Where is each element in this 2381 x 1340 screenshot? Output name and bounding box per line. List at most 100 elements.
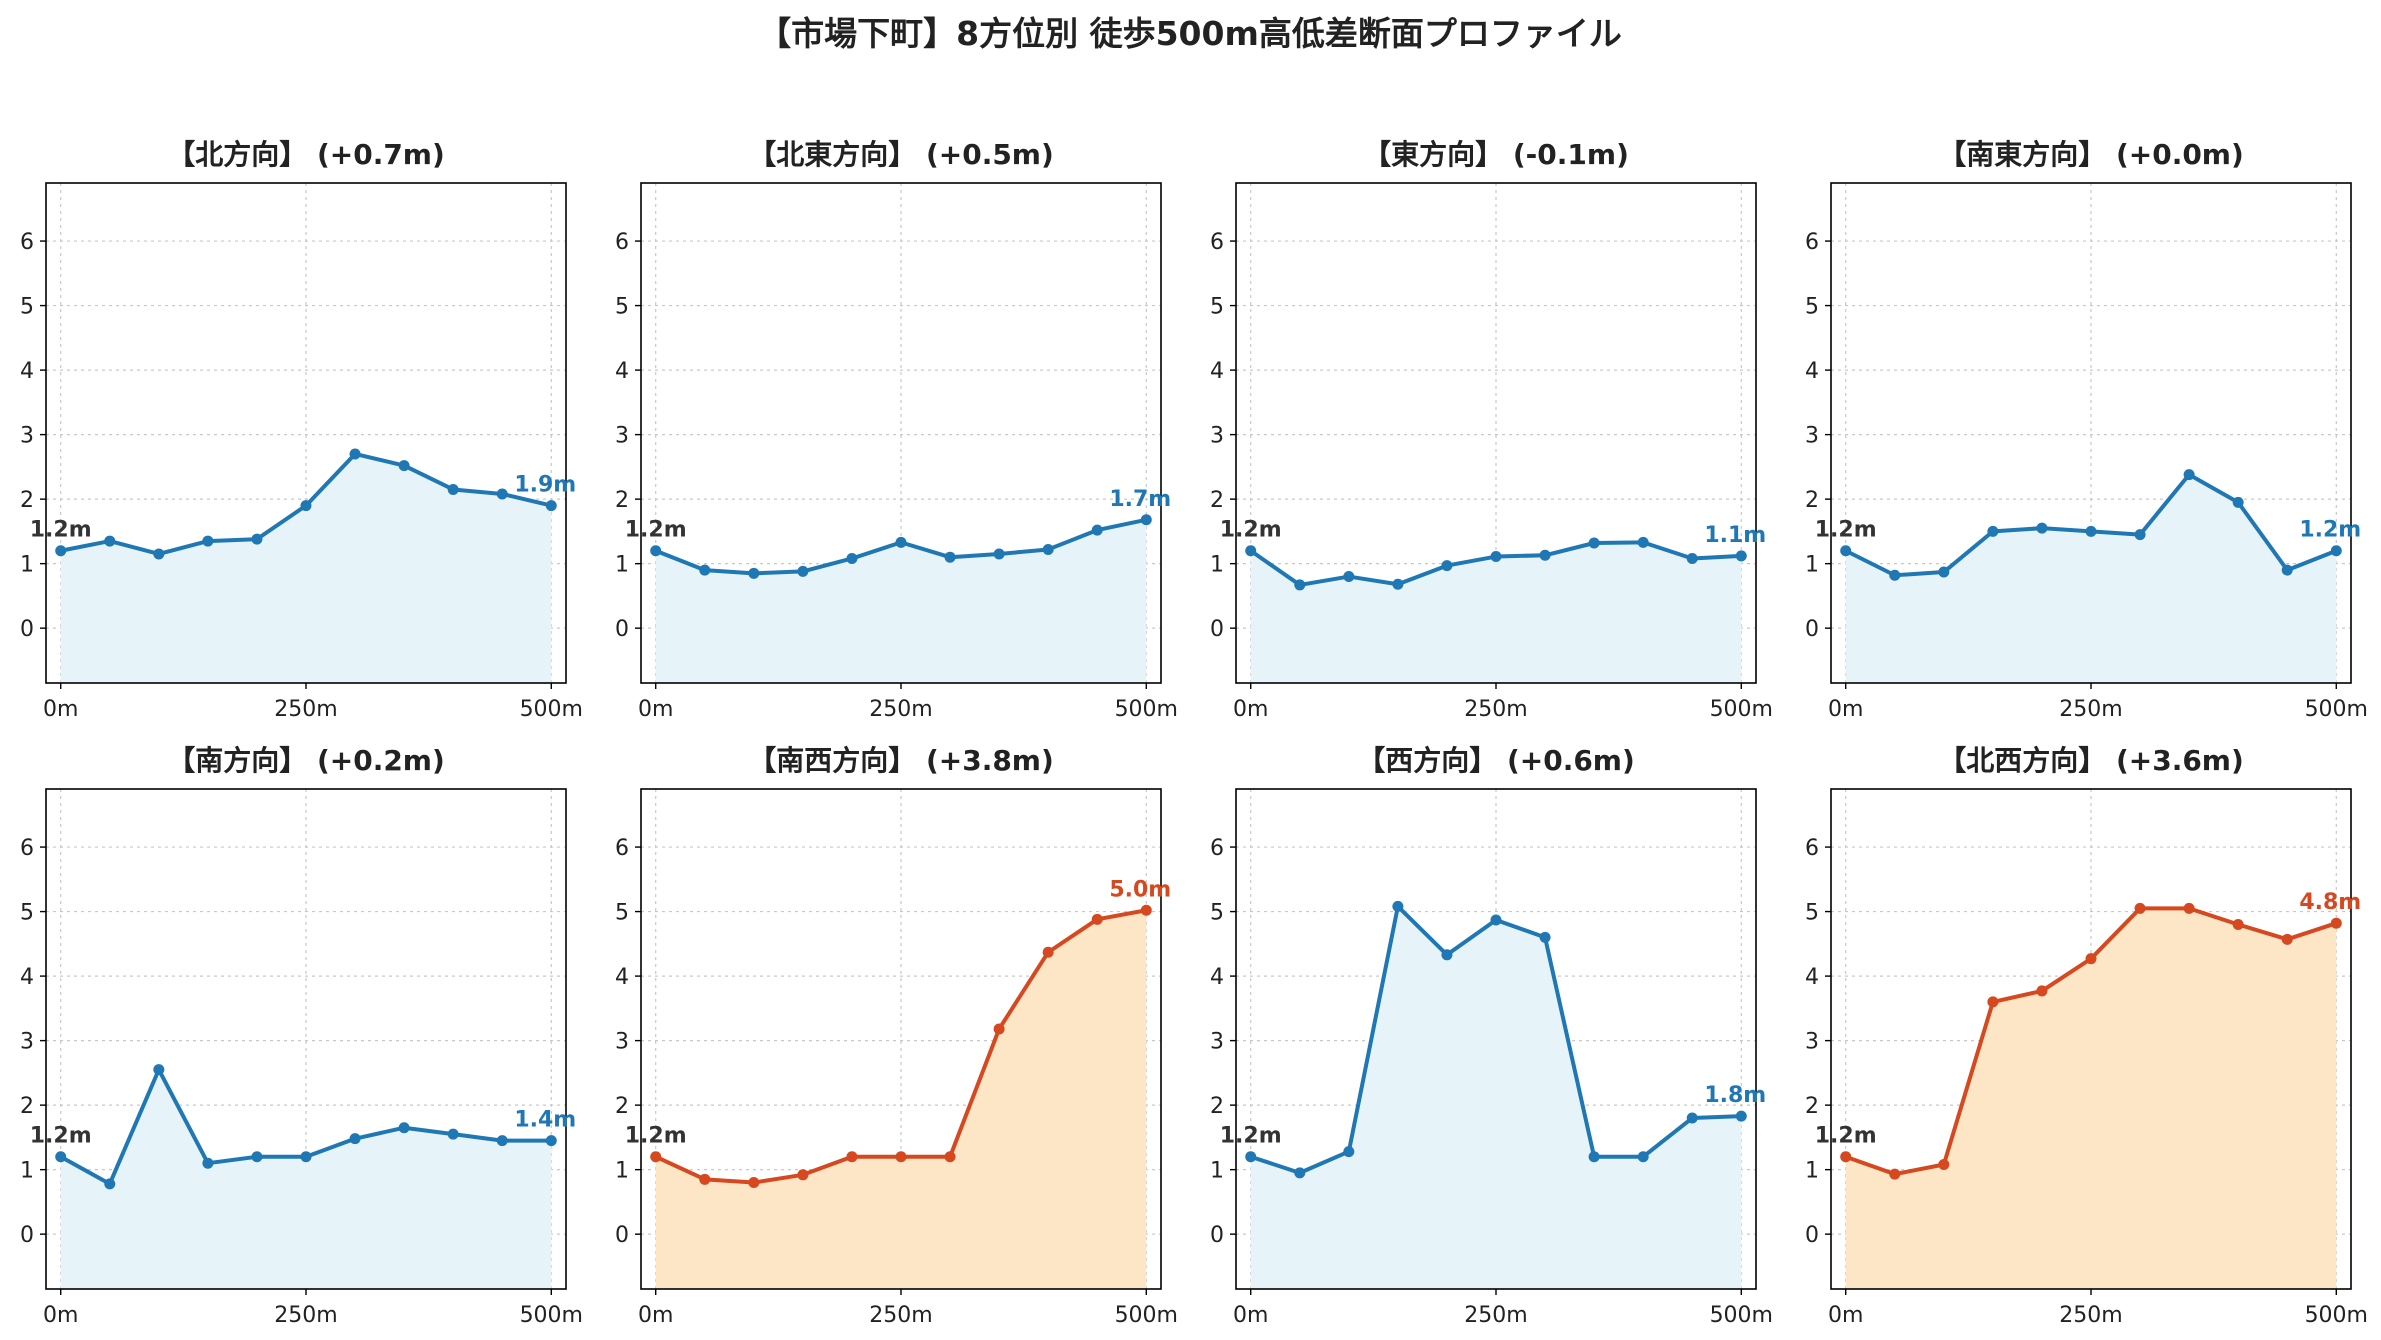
data-point: [1588, 537, 1600, 549]
data-point: [944, 551, 956, 563]
x-tick-label: 250m: [2059, 1303, 2122, 1328]
data-point: [1686, 1112, 1698, 1124]
data-point: [1140, 904, 1152, 916]
data-point: [2330, 545, 2342, 557]
data-point: [2036, 985, 2048, 997]
y-tick-label: 1: [20, 1159, 34, 1184]
data-point: [699, 564, 711, 576]
y-tick-label: 6: [615, 230, 629, 255]
data-point: [748, 567, 760, 579]
x-tick-label: 250m: [2059, 697, 2122, 722]
data-point: [1441, 560, 1453, 572]
data-point: [993, 548, 1005, 560]
data-point: [1539, 931, 1551, 943]
panel-8: 【北西方向】 (+3.6m) 0 1 2 3 4 5 6 0m 250m 500m 1.2m 4.8m: [1805, 744, 2368, 1328]
data-point: [202, 535, 214, 547]
y-tick-label: 2: [20, 488, 34, 513]
y-tick-label: 0: [615, 617, 629, 642]
y-tick-label: 6: [20, 836, 34, 861]
data-point: [895, 536, 907, 548]
data-point: [2183, 469, 2195, 481]
y-tick-label: 5: [615, 901, 629, 926]
y-tick-label: 2: [1805, 488, 1819, 513]
data-point: [1588, 1151, 1600, 1163]
data-point: [1140, 514, 1152, 526]
y-tick-label: 5: [20, 901, 34, 926]
data-point: [846, 1151, 858, 1163]
data-point: [2281, 933, 2293, 945]
data-point: [1840, 545, 1852, 557]
data-point: [2134, 902, 2146, 914]
y-tick-label: 4: [1805, 359, 1819, 384]
data-point: [993, 1023, 1005, 1035]
x-tick-label: 500m: [1710, 697, 1773, 722]
y-tick-label: 6: [1805, 836, 1819, 861]
data-point: [1987, 525, 1999, 537]
y-tick-label: 1: [20, 553, 34, 578]
data-point: [2281, 564, 2293, 576]
x-tick-label: 250m: [274, 1303, 337, 1328]
x-tick-label: 500m: [2305, 1303, 2368, 1328]
data-point: [1735, 550, 1747, 562]
data-point: [496, 1135, 508, 1147]
data-point: [153, 1064, 165, 1076]
profile-area: [1250, 542, 1742, 683]
x-tick-label: 500m: [2305, 697, 2368, 722]
panel-title: 【西方向】 (+0.6m): [1357, 744, 1635, 777]
data-point: [1490, 551, 1502, 563]
data-point: [748, 1177, 760, 1189]
y-tick-label: 4: [615, 965, 629, 990]
data-point: [1637, 536, 1649, 548]
end-value-label: 1.8m: [1704, 1083, 1766, 1108]
y-tick-label: 4: [615, 359, 629, 384]
data-point: [1245, 545, 1257, 557]
data-point: [1490, 914, 1502, 926]
data-point: [349, 448, 361, 460]
end-value-label: 1.4m: [514, 1108, 576, 1133]
end-value-label: 1.1m: [1704, 523, 1766, 548]
data-point: [2085, 525, 2097, 537]
data-point: [2232, 918, 2244, 930]
data-point: [1539, 549, 1551, 561]
panel-7: 【西方向】 (+0.6m) 0 1 2 3 4 5 6 0m 250m 500m 1.2m 1.8m: [1210, 744, 1773, 1328]
data-point: [650, 1151, 662, 1163]
y-tick-label: 1: [1210, 1159, 1224, 1184]
data-point: [699, 1173, 711, 1185]
y-tick-label: 2: [1210, 488, 1224, 513]
data-point: [2330, 917, 2342, 929]
y-tick-label: 1: [615, 553, 629, 578]
panel-title: 【北東方向】 (+0.5m): [748, 138, 1054, 171]
end-value-label: 4.8m: [2299, 890, 2361, 915]
y-tick-label: 0: [1805, 1223, 1819, 1248]
panel-title: 【南方向】 (+0.2m): [167, 744, 445, 777]
panel-4: 【南東方向】 (+0.0m) 0 1 2 3 4 5 6 0m 250m 500m 1.2m 1.2m: [1805, 138, 2368, 722]
data-point: [1840, 1151, 1852, 1163]
y-tick-label: 1: [1210, 553, 1224, 578]
y-tick-label: 4: [20, 965, 34, 990]
x-tick-label: 250m: [869, 1303, 932, 1328]
data-point: [1889, 569, 1901, 581]
data-point: [251, 533, 263, 545]
data-point: [1294, 579, 1306, 591]
data-point: [1735, 1110, 1747, 1122]
data-point: [797, 565, 809, 577]
y-tick-label: 5: [1210, 295, 1224, 320]
panel-6: 【南西方向】 (+3.8m) 0 1 2 3 4 5 6 0m 250m 500m 1.2m 5.0m: [615, 744, 1178, 1328]
data-point: [2183, 902, 2195, 914]
x-tick-label: 0m: [638, 1303, 673, 1328]
start-value-label: 1.2m: [30, 518, 92, 543]
end-value-label: 1.2m: [2299, 518, 2361, 543]
y-tick-label: 3: [1210, 1030, 1224, 1055]
data-point: [1938, 566, 1950, 578]
start-value-label: 1.2m: [30, 1124, 92, 1149]
data-point: [1392, 578, 1404, 590]
profile-area: [655, 910, 1147, 1289]
data-point: [349, 1133, 361, 1145]
data-point: [797, 1169, 809, 1181]
data-point: [2134, 529, 2146, 541]
data-point: [300, 500, 312, 512]
y-tick-label: 0: [20, 617, 34, 642]
panel-2: 【北東方向】 (+0.5m) 0 1 2 3 4 5 6 0m 250m 500m 1.2m 1.7m: [615, 138, 1178, 722]
data-point: [1042, 946, 1054, 958]
x-tick-label: 500m: [520, 1303, 583, 1328]
